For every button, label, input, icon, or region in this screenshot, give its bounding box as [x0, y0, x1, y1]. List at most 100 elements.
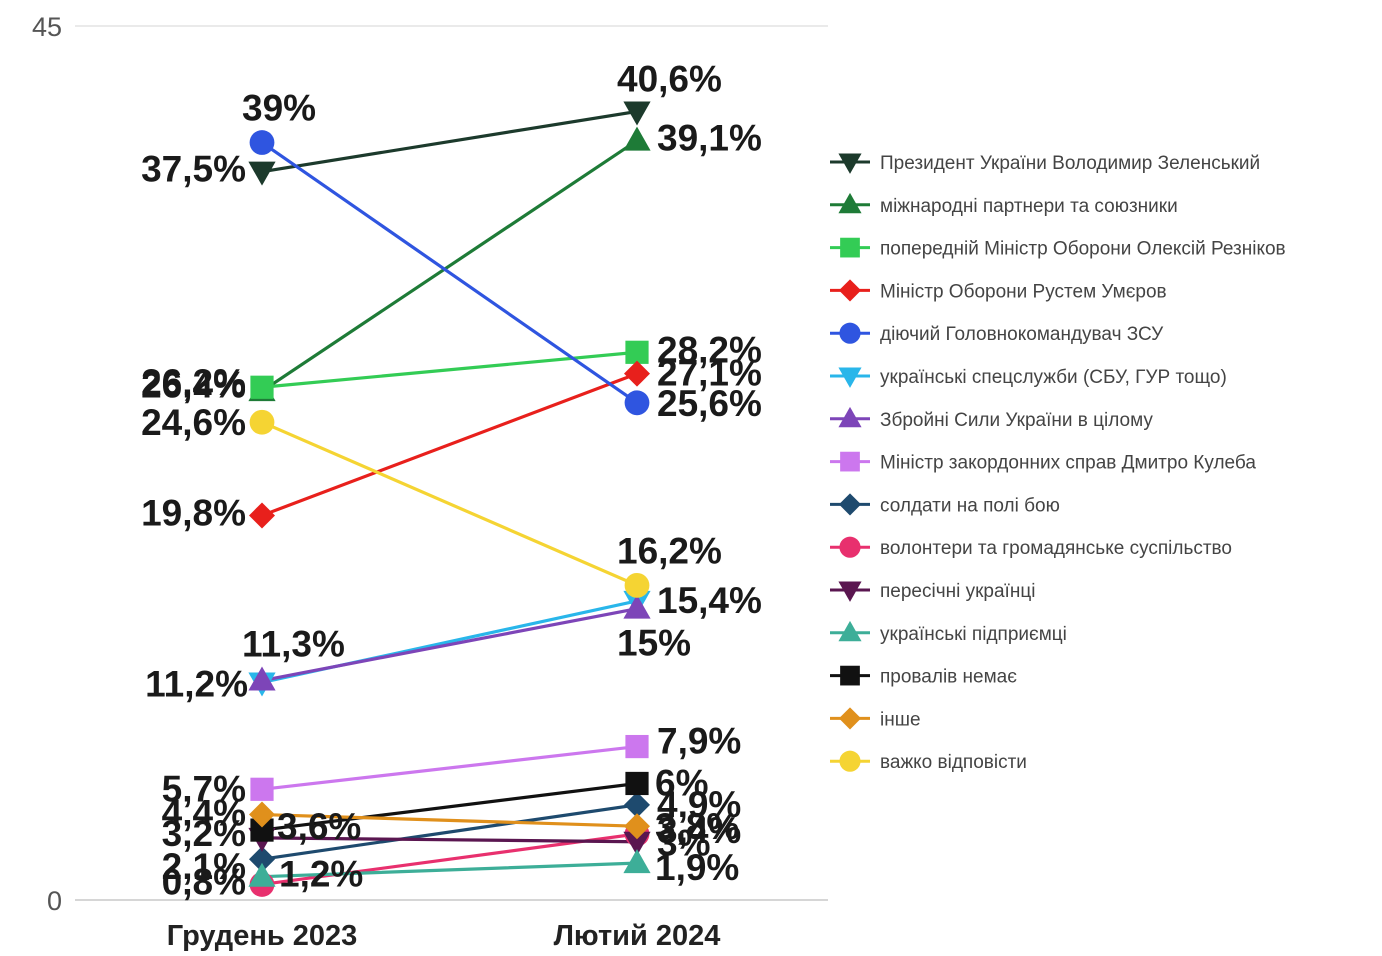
- legend-item: важко відповісти: [830, 750, 1027, 773]
- data-point-інше: [624, 813, 650, 840]
- data-label: 19,8%: [141, 492, 246, 533]
- data-label: 2,1%: [162, 846, 246, 887]
- legend-label: Міністр закордонних справ Дмитро Кулеба: [880, 453, 1256, 474]
- legend-item: Міністр Оборони Рустем Умєров: [830, 279, 1167, 302]
- legend-item: українські спецслужби (СБУ, ГУР тощо): [830, 367, 1227, 388]
- series-line-інше: [260, 812, 639, 828]
- series-line-солдати-на-полі-бою: [260, 803, 639, 861]
- y-tick-label: 45: [32, 12, 62, 42]
- data-label: 28,2%: [657, 329, 762, 370]
- data-point-провалів-немає: [625, 771, 649, 796]
- data-label: 5,7%: [162, 768, 246, 809]
- legend-label: українські підприємці: [880, 624, 1067, 645]
- data-label: 26,4%: [141, 364, 246, 405]
- series-line-міжнародні-партнери-та-союзники: [260, 138, 639, 393]
- data-point-солдати-на-полі-бою: [624, 791, 650, 818]
- data-point-попередній-міністр-оборони-олексій-резніков: [250, 375, 274, 399]
- legend-item: провалів немає: [830, 665, 1017, 688]
- data-point-попередній-міністр-оборони-олексій-резніков: [625, 340, 649, 364]
- legend-label: волонтери та громадянське суспільство: [880, 538, 1232, 559]
- data-label: 15,4%: [657, 580, 762, 621]
- legend-item: Міністр закордонних справ Дмитро Кулеба: [830, 451, 1256, 474]
- data-point-міністр-оборони-рустем-умєров: [624, 360, 650, 387]
- legend-label: українські спецслужби (СБУ, ГУР тощо): [880, 367, 1227, 388]
- data-label: 7,9%: [657, 721, 741, 762]
- legend-marker-пересічні-українці: [838, 581, 862, 602]
- data-label: 16,2%: [617, 530, 722, 571]
- series-line-діючий-головнокомандувач-зсу: [260, 140, 639, 405]
- x-category-label: Лютий 2024: [554, 920, 721, 951]
- data-point-пересічні-українці: [623, 831, 651, 856]
- data-label: 1,9%: [655, 847, 739, 888]
- legend-marker-волонтери-та-громадянське-суспільство: [839, 536, 861, 558]
- legend-marker-українські-підприємці: [838, 620, 862, 642]
- data-label: 4,4%: [162, 793, 246, 834]
- data-label: 15%: [617, 623, 691, 664]
- legend-marker-українські-спецслужби-сбу-гур-тощо: [838, 367, 862, 388]
- data-label: 3%: [657, 823, 710, 864]
- legend-item: інше: [830, 707, 921, 730]
- legend-marker-попередній-міністр-оборони-олексій-резніков: [840, 237, 860, 258]
- data-point-провалів-немає: [250, 818, 274, 842]
- legend-marker-міністр-оборони-рустем-умєров: [838, 279, 862, 302]
- legend-marker-важко-відповісти: [839, 750, 861, 772]
- data-label: 39,1%: [657, 118, 762, 159]
- y-tick-label: 0: [47, 886, 62, 916]
- data-point-інше: [249, 801, 275, 828]
- data-label: 4,9%: [657, 784, 741, 825]
- data-label: 24,6%: [141, 402, 246, 443]
- legend-label: важко відповісти: [880, 752, 1027, 773]
- legend-label: Президент України Володимир Зеленський: [880, 153, 1260, 174]
- series-line-попередній-міністр-оборони-олексій-резніков: [260, 350, 639, 389]
- series-line-міністр-оборони-рустем-умєров: [260, 372, 639, 518]
- legend-marker-діючий-головнокомандувач-зсу: [839, 322, 861, 344]
- legend-marker-провалів-немає: [840, 665, 860, 686]
- legend-item: українські підприємці: [830, 620, 1067, 645]
- legend-item: Президент України Володимир Зеленський: [830, 153, 1260, 174]
- legend-marker-міністр-закордонних-справ-дмитро-кулеба: [840, 451, 860, 472]
- data-point-українські-підприємці: [623, 849, 651, 874]
- data-label: 26,2%: [141, 362, 246, 403]
- legend-marker-збройні-сили-україни-в-цілому: [838, 406, 862, 428]
- data-label: 11,3%: [242, 624, 345, 665]
- series-line-міністр-закордонних-справ-дмитро-кулеба: [260, 744, 639, 791]
- legend-label: пересічні українці: [880, 581, 1035, 602]
- data-label: 0,8%: [162, 861, 246, 902]
- data-point-українські-підприємці: [248, 862, 276, 887]
- legend-item: попередній Міністр Оборони Олексій Резні…: [830, 237, 1286, 260]
- data-label: 11,2%: [145, 663, 248, 704]
- data-point-президент-україни-володимир-зеленський: [623, 101, 651, 126]
- data-point-діючий-головнокомандувач-зсу: [249, 130, 275, 155]
- data-label: 37,5%: [141, 149, 246, 190]
- series-line-пересічні-українці: [260, 836, 639, 844]
- data-point-солдати-на-полі-бою: [249, 846, 275, 873]
- data-label: 40,6%: [617, 58, 722, 99]
- data-point-президент-україни-володимир-зеленський: [248, 161, 276, 186]
- legend-marker-президент-україни-володимир-зеленський: [838, 153, 862, 174]
- data-label: 1,2%: [279, 854, 363, 895]
- legend-label: міжнародні партнери та союзники: [880, 196, 1178, 217]
- data-label: 3,4%: [657, 810, 741, 851]
- data-label: 3,6%: [277, 806, 361, 847]
- data-point-міністр-закордонних-справ-дмитро-кулеба: [625, 734, 649, 759]
- legend-label: попередній Міністр Оборони Олексій Резні…: [880, 239, 1286, 260]
- data-point-міністр-закордонних-справ-дмитро-кулеба: [250, 777, 274, 801]
- legend-marker-солдати-на-полі-бою: [838, 493, 862, 516]
- data-point-збройні-сили-україни-в-цілому: [623, 594, 651, 619]
- data-point-діючий-головнокомандувач-зсу: [624, 390, 650, 416]
- series-line-провалів-немає: [260, 781, 639, 832]
- data-label: 25,6%: [657, 383, 762, 424]
- legend-label: Міністр Оборони Рустем Умєров: [880, 281, 1167, 302]
- data-label: 27,1%: [657, 353, 762, 394]
- data-point-важко-відповісти: [249, 409, 275, 435]
- data-label: 3,8%: [655, 806, 739, 847]
- legend-marker-міжнародні-партнери-та-союзники: [838, 192, 862, 214]
- legend-item: волонтери та громадянське суспільство: [830, 536, 1232, 559]
- series-line-збройні-сили-україни-в-цілому: [260, 607, 639, 683]
- data-point-важко-відповісти: [624, 572, 650, 598]
- data-point-міжнародні-партнери-та-союзники: [623, 126, 651, 151]
- legend-label: Збройні Сили України в цілому: [880, 410, 1153, 431]
- legend-item: міжнародні партнери та союзники: [830, 192, 1178, 217]
